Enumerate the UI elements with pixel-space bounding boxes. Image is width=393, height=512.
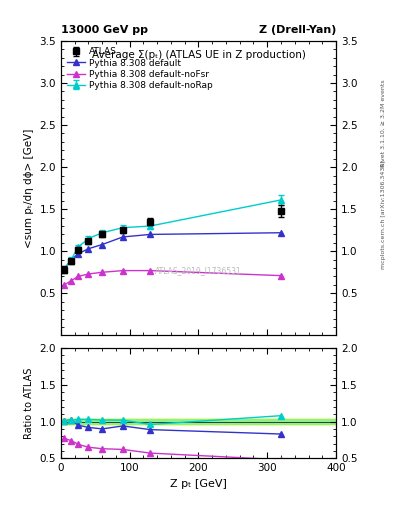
Bar — [61, 419, 336, 424]
Pythia 8.308 default-noFsr — [148, 268, 152, 274]
Pythia 8.308 default — [62, 266, 67, 272]
Pythia 8.308 default — [86, 246, 91, 252]
Y-axis label: <sum pₜ/dη dϕ> [GeV]: <sum pₜ/dη dϕ> [GeV] — [24, 129, 34, 248]
Bar — [61, 418, 336, 425]
Pythia 8.308 default-noFsr — [69, 278, 73, 284]
Pythia 8.308 default-noFsr — [100, 269, 105, 275]
Pythia 8.308 default — [100, 242, 105, 248]
Text: Rivet 3.1.10, ≥ 3.2M events: Rivet 3.1.10, ≥ 3.2M events — [381, 79, 386, 167]
Pythia 8.308 default — [279, 230, 283, 236]
Pythia 8.308 default — [120, 234, 125, 240]
Text: mcplots.cern.ch [arXiv:1306.3436]: mcplots.cern.ch [arXiv:1306.3436] — [381, 161, 386, 269]
Text: Average Σ(pₜ) (ATLAS UE in Z production): Average Σ(pₜ) (ATLAS UE in Z production) — [92, 50, 305, 60]
Pythia 8.308 default-noFsr — [86, 271, 91, 277]
Text: 13000 GeV pp: 13000 GeV pp — [61, 25, 148, 35]
Pythia 8.308 default-noFsr — [62, 282, 67, 288]
Line: Pythia 8.308 default: Pythia 8.308 default — [62, 230, 284, 272]
Text: ATLAS_2019_I1736531: ATLAS_2019_I1736531 — [155, 266, 242, 275]
Pythia 8.308 default — [148, 231, 152, 238]
Pythia 8.308 default-noFsr — [76, 273, 81, 280]
Pythia 8.308 default-noFsr — [120, 268, 125, 274]
Line: Pythia 8.308 default-noFsr: Pythia 8.308 default-noFsr — [62, 268, 284, 288]
Y-axis label: Ratio to ATLAS: Ratio to ATLAS — [24, 368, 34, 439]
Legend: ATLAS, Pythia 8.308 default, Pythia 8.308 default-noFsr, Pythia 8.308 default-no: ATLAS, Pythia 8.308 default, Pythia 8.30… — [65, 46, 215, 92]
X-axis label: Z pₜ [GeV]: Z pₜ [GeV] — [170, 479, 227, 488]
Pythia 8.308 default — [76, 251, 81, 257]
Text: Z (Drell-Yan): Z (Drell-Yan) — [259, 25, 336, 35]
Pythia 8.308 default — [69, 257, 73, 263]
Pythia 8.308 default-noFsr — [279, 272, 283, 279]
